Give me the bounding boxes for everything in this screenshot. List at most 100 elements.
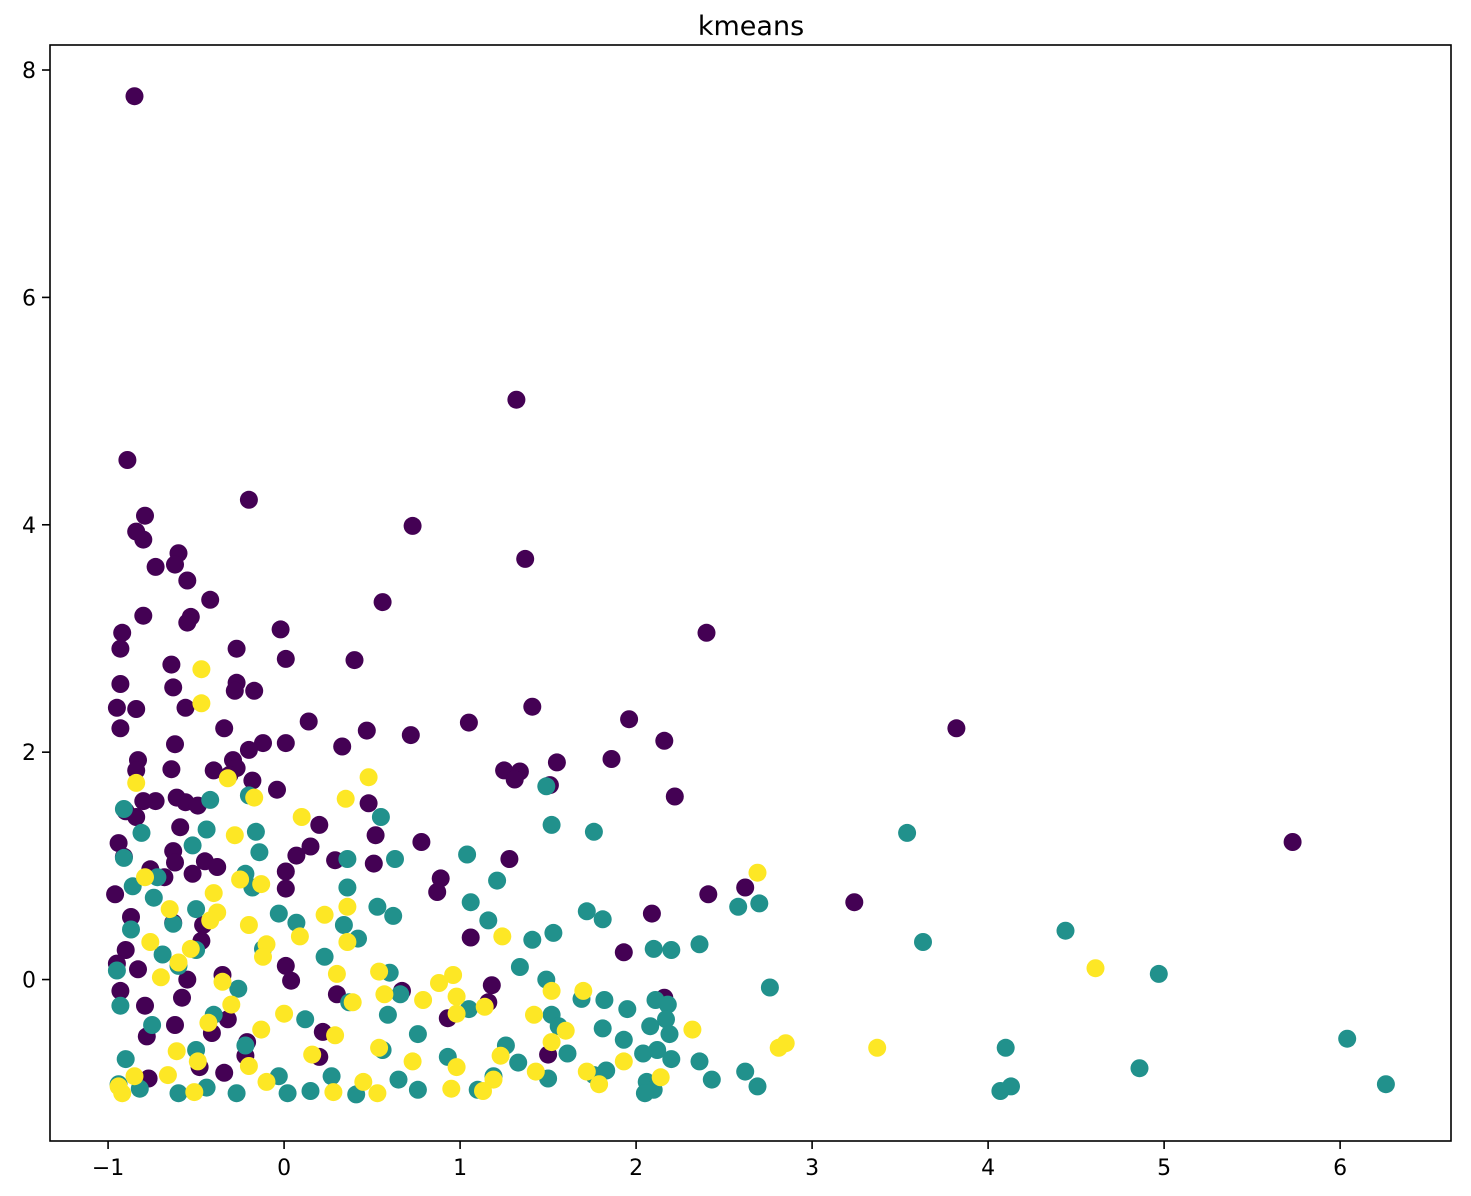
data-point	[391, 985, 410, 1004]
data-point	[176, 698, 195, 717]
x-tick-label: 0	[277, 1156, 291, 1181]
data-point	[166, 555, 184, 574]
data-point	[192, 660, 211, 679]
data-point	[201, 911, 220, 930]
data-point	[403, 516, 422, 535]
data-point	[164, 678, 183, 697]
data-point	[243, 771, 262, 790]
data-point	[129, 960, 147, 979]
data-point	[544, 923, 563, 942]
data-point	[107, 698, 126, 717]
data-point	[371, 808, 390, 826]
data-point	[447, 987, 466, 1006]
data-point	[327, 964, 346, 983]
data-point	[447, 1058, 466, 1077]
data-point	[914, 933, 932, 951]
data-point	[114, 848, 133, 867]
data-point	[116, 941, 135, 959]
data-point	[662, 941, 681, 959]
data-point	[257, 1072, 276, 1091]
data-point	[290, 927, 309, 946]
data-point	[113, 1084, 132, 1103]
y-tick-label: 2	[22, 741, 36, 766]
data-point	[310, 815, 329, 834]
data-point	[222, 995, 241, 1014]
data-point	[577, 1062, 596, 1081]
data-point	[595, 991, 614, 1009]
data-point	[523, 930, 542, 949]
data-point	[114, 800, 133, 818]
x-tick-label: 1	[453, 1156, 467, 1181]
data-point	[947, 719, 966, 738]
data-point	[303, 1045, 322, 1064]
x-tick-label: 2	[629, 1156, 643, 1181]
data-point	[657, 1010, 675, 1029]
data-point	[336, 789, 355, 808]
data-point	[178, 970, 197, 989]
data-point	[428, 883, 447, 901]
data-point	[401, 726, 420, 745]
data-point	[252, 1020, 271, 1039]
data-point	[431, 869, 450, 888]
data-point	[537, 777, 556, 796]
data-point	[574, 981, 593, 1000]
data-point	[187, 900, 206, 919]
y-tick-label: 0	[22, 969, 36, 994]
data-point	[635, 1084, 654, 1103]
data-point	[614, 1052, 633, 1071]
data-point	[225, 681, 244, 700]
x-tick-label: −1	[92, 1156, 124, 1181]
data-point	[620, 710, 639, 729]
data-point	[343, 993, 362, 1012]
data-point	[239, 490, 258, 509]
data-point	[523, 697, 542, 716]
data-point	[602, 750, 621, 768]
data-point	[547, 753, 566, 772]
data-point	[584, 822, 603, 841]
data-point	[1338, 1029, 1357, 1048]
data-point	[577, 902, 596, 921]
data-point	[113, 623, 132, 642]
data-point	[618, 1000, 637, 1019]
data-point	[748, 863, 767, 882]
data-point	[359, 794, 378, 813]
data-point	[526, 1062, 545, 1081]
data-point	[125, 87, 144, 106]
data-point	[287, 846, 306, 865]
data-point	[169, 1084, 188, 1103]
data-point	[292, 808, 311, 826]
data-point	[750, 894, 769, 913]
data-point	[250, 843, 269, 862]
data-point	[403, 1052, 422, 1071]
data-point	[690, 1052, 709, 1071]
data-point	[111, 639, 130, 658]
data-point	[141, 933, 160, 951]
data-point	[699, 885, 718, 904]
data-point	[354, 1072, 373, 1091]
data-point	[593, 1019, 612, 1038]
data-point	[188, 1052, 207, 1071]
data-point	[614, 943, 633, 962]
data-point	[430, 974, 448, 992]
data-point	[375, 985, 394, 1004]
data-point	[111, 996, 130, 1015]
x-tick-label: 6	[1333, 1156, 1347, 1181]
data-point	[169, 953, 188, 972]
data-point	[208, 858, 227, 876]
data-point	[386, 850, 404, 868]
data-point	[109, 834, 128, 853]
data-point	[458, 845, 477, 864]
data-point	[204, 884, 223, 903]
data-point	[136, 506, 154, 525]
data-point	[276, 879, 295, 898]
data-point	[996, 1038, 1015, 1057]
data-point	[345, 651, 364, 670]
data-point	[593, 910, 612, 929]
data-point	[245, 681, 264, 700]
data-point	[845, 893, 864, 912]
data-point	[296, 1010, 315, 1029]
data-point	[146, 792, 165, 811]
data-point	[215, 719, 234, 738]
data-point	[507, 390, 526, 409]
